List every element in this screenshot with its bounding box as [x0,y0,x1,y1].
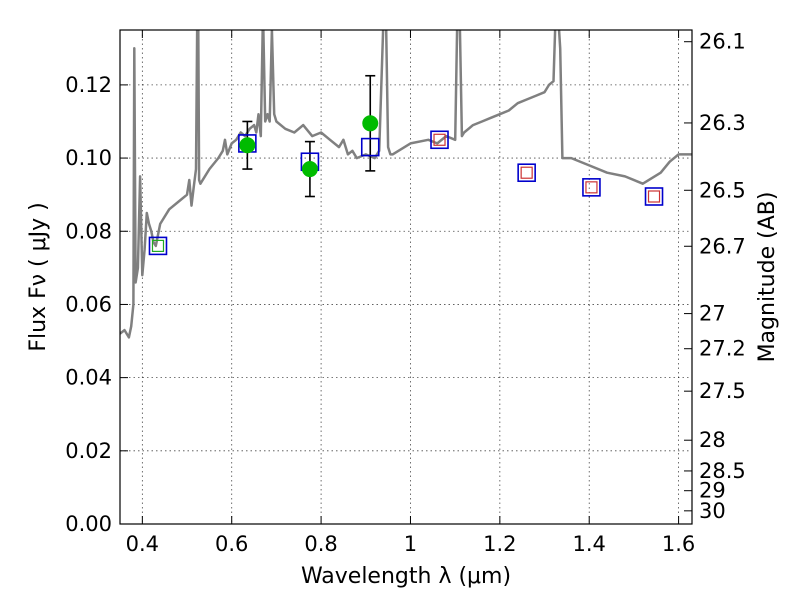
model-box-marker [517,163,536,183]
x-tick-label: 1 [404,532,417,556]
y-tick-label: 0.00 [65,512,112,536]
observed-point [239,137,256,154]
y-tick-label: 0.08 [65,219,112,243]
model-inner-marker [151,239,165,252]
observed-point [362,115,379,132]
plot-background [120,30,692,524]
x-tick-label: 0.6 [215,532,248,556]
y-tick-label: 0.10 [65,146,112,170]
model-inner-marker [585,181,598,194]
x-tick-label: 0.8 [304,532,337,556]
observed-point [301,161,318,178]
mag-tick-label: 28 [699,428,726,452]
mag-tick-label: 26.1 [699,30,746,54]
mag-tick-label: 26.3 [699,111,746,135]
mag-tick-label: 28.5 [699,459,746,483]
mag-tick-label: 27.2 [699,337,746,361]
model-box-marker [582,178,601,197]
x-tick-label: 1.6 [662,532,695,556]
data-layer [120,30,692,339]
model-box-marker [360,137,380,157]
y-tick-label: 0.12 [65,73,112,97]
mag-tick-label: 29 [699,479,726,503]
x-tick-label: 0.4 [126,532,159,556]
model-inner-marker [520,166,533,179]
y-tick-label: 0.02 [65,439,112,463]
y-axis-title: Flux Fν ( μJy ) [26,202,51,351]
x-tick-label: 1.4 [573,532,606,556]
mag-tick-label: 30 [699,499,726,523]
model-box-marker [430,130,449,150]
plot-frame [119,29,693,525]
y-tick-label: 0.04 [65,366,112,390]
mag-tick-label: 27 [699,302,726,326]
spectrum-line [120,30,692,339]
y-tick-label: 0.06 [65,292,112,316]
model-inner-marker [433,133,446,146]
ticks [120,30,692,525]
mag-tick-label: 27.5 [699,379,746,403]
x-tick-label: 1.2 [483,532,516,556]
x-axis-title: Wavelength λ (μm) [301,564,511,589]
tick-labels: 0.4 0.6 0.8 1 1.2 1.4 1.6 0.00 0.02 0.04 0.06 0.08 0… [65,30,746,556]
model-box-marker [148,236,168,256]
mag-tick-label: 26.5 [699,178,746,202]
model-box-marker [644,187,664,206]
right-y-axis-title: Magnitude (AB) [755,192,780,363]
mag-tick-label: 26.7 [699,234,746,258]
model-inner-marker [647,190,661,203]
